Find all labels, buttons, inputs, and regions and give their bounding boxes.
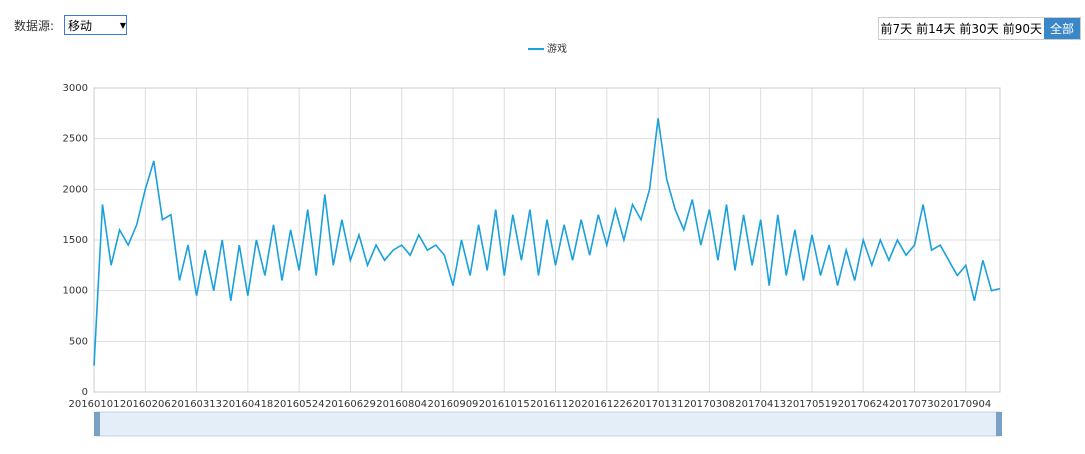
y-tick-label: 0 [82, 387, 88, 398]
x-tick-label: 20160804 [376, 399, 427, 410]
series-line [93, 118, 1001, 366]
range-button[interactable]: 前30天 [957, 18, 1001, 39]
x-tick-label: 20170904 [940, 399, 991, 410]
x-tick-label: 20170519 [787, 399, 838, 410]
zoom-handle[interactable] [996, 412, 1002, 436]
x-tick-label: 20170131 [633, 399, 684, 410]
x-tick-label: 20160418 [222, 399, 273, 410]
x-tick-label: 20161120 [530, 399, 581, 410]
zoom-handle[interactable] [94, 412, 100, 436]
x-tick-label: 20160629 [325, 399, 376, 410]
source-bar: 数据源: 移动 ▼ [14, 15, 128, 35]
x-tick-label: 20160909 [428, 399, 479, 410]
x-tick-label: 20170624 [838, 399, 889, 410]
x-tick-label: 20170413 [735, 399, 786, 410]
legend-label: 游戏 [547, 42, 567, 55]
x-tick-label: 20160206 [120, 399, 171, 410]
y-tick-label: 3000 [63, 83, 88, 94]
range-button[interactable]: 前14天 [914, 18, 958, 39]
range-button[interactable]: 前90天 [1000, 18, 1044, 39]
source-label: 数据源: [14, 18, 55, 33]
range-buttons: 前7天 前14天 前30天 前90天 全部 [877, 17, 1081, 40]
x-tick-label: 20160313 [171, 399, 222, 410]
x-tick-label: 20161226 [581, 399, 632, 410]
range-button[interactable]: 全部 [1043, 18, 1080, 39]
y-tick-label: 2000 [63, 184, 88, 195]
y-tick-label: 1500 [63, 235, 88, 246]
plot-border [93, 87, 1001, 393]
x-tick-label: 20161015 [479, 399, 530, 410]
source-select[interactable]: 移动 ▼ [64, 15, 128, 35]
y-tick-label: 2500 [63, 134, 88, 145]
y-tick-label: 500 [69, 336, 88, 347]
x-tick-label: 20170308 [684, 399, 735, 410]
range-button[interactable]: 前7天 [878, 18, 915, 39]
x-tick-label: 20160524 [274, 399, 325, 410]
x-tick-label: 20160101 [69, 399, 120, 410]
y-tick-label: 1000 [63, 286, 88, 297]
zoom-slider[interactable] [95, 411, 1001, 437]
source-value: 移动 [68, 18, 93, 33]
x-tick-label: 20170730 [889, 399, 940, 410]
